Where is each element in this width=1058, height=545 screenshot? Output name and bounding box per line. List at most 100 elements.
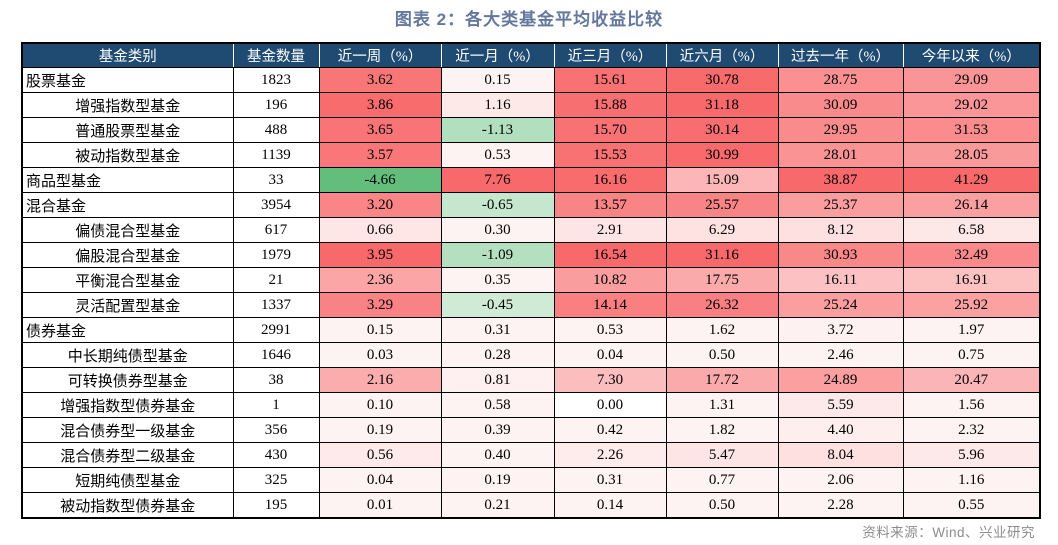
return-value-cell: 3.65	[318, 117, 442, 143]
column-header: 过去一年（%）	[777, 42, 904, 68]
fund-count-cell: 2991	[232, 317, 320, 343]
page-title: 图表 2：各大类基金平均收益比较	[394, 10, 664, 29]
return-value-cell: 0.28	[440, 342, 555, 368]
return-value-cell: 25.24	[777, 292, 904, 318]
return-value-cell: 0.66	[318, 217, 442, 243]
return-value-cell: 38.87	[777, 167, 904, 193]
fund-category-cell: 平衡混合型基金	[21, 267, 234, 293]
return-value-cell: 16.91	[902, 267, 1041, 293]
return-value-cell: 30.78	[665, 67, 779, 93]
return-value-cell: 0.30	[440, 217, 555, 243]
return-value-cell: 3.57	[318, 142, 442, 168]
return-value-cell: 0.15	[318, 317, 442, 343]
return-value-cell: 14.14	[553, 292, 667, 318]
return-value-cell: 25.37	[777, 192, 904, 218]
return-value-cell: 16.16	[553, 167, 667, 193]
table-row: 股票基金 1823 3.62 0.15 15.61 30.78 28.75 29.09	[21, 67, 1041, 93]
return-value-cell: 3.86	[318, 92, 442, 118]
return-value-cell: 3.29	[318, 292, 442, 318]
return-value-cell: 10.82	[553, 267, 667, 293]
return-value-cell: 30.14	[665, 117, 779, 143]
return-value-cell: 4.40	[777, 417, 904, 443]
fund-category-cell: 普通股票型基金	[21, 117, 234, 143]
return-value-cell: 1.56	[902, 392, 1041, 418]
return-value-cell: 0.50	[665, 492, 779, 519]
fund-count-cell: 1	[232, 392, 320, 418]
return-value-cell: 15.53	[553, 142, 667, 168]
return-value-cell: 5.59	[777, 392, 904, 418]
fund-category-cell: 短期纯债型基金	[21, 467, 234, 493]
return-value-cell: 1.62	[665, 317, 779, 343]
return-value-cell: 2.91	[553, 217, 667, 243]
column-header: 基金类别	[21, 42, 234, 68]
return-value-cell: 0.56	[318, 442, 442, 468]
table-row: 债券基金 2991 0.15 0.31 0.53 1.62 3.72 1.97	[21, 317, 1041, 343]
column-header: 近一月（%）	[440, 42, 555, 68]
fund-count-cell: 1979	[232, 242, 320, 268]
return-value-cell: 0.53	[440, 142, 555, 168]
fund-category-cell: 增强指数型基金	[21, 92, 234, 118]
return-value-cell: 1.31	[665, 392, 779, 418]
column-header: 今年以来（%）	[902, 42, 1041, 68]
return-value-cell: 0.19	[440, 467, 555, 493]
return-value-cell: 28.05	[902, 142, 1041, 168]
return-value-cell: 25.57	[665, 192, 779, 218]
return-value-cell: 3.62	[318, 67, 442, 93]
table-row: 偏债混合型基金 617 0.66 0.30 2.91 6.29 8.12 6.58	[21, 217, 1041, 243]
return-value-cell: 41.29	[902, 167, 1041, 193]
table-row: 被动指数型债券基金 195 0.01 0.21 0.14 0.50 2.28 0.55	[21, 492, 1041, 519]
column-header: 基金数量	[232, 42, 320, 68]
table-row: 短期纯债型基金 325 0.04 0.19 0.31 0.77 2.06 1.16	[21, 467, 1041, 493]
table-row: 增强指数型债券基金 1 0.10 0.58 0.00 1.31 5.59 1.56	[21, 392, 1041, 418]
return-value-cell: 7.30	[553, 367, 667, 393]
return-value-cell: 0.04	[553, 342, 667, 368]
fund-count-cell: 3954	[232, 192, 320, 218]
return-value-cell: 3.95	[318, 242, 442, 268]
fund-count-cell: 325	[232, 467, 320, 493]
fund-category-cell: 中长期纯债型基金	[21, 342, 234, 368]
return-value-cell: 30.09	[777, 92, 904, 118]
return-value-cell: 17.75	[665, 267, 779, 293]
return-value-cell: 2.26	[553, 442, 667, 468]
return-value-cell: 15.09	[665, 167, 779, 193]
return-value-cell: 6.29	[665, 217, 779, 243]
return-value-cell: 1.82	[665, 417, 779, 443]
fund-count-cell: 488	[232, 117, 320, 143]
return-value-cell: 28.01	[777, 142, 904, 168]
return-value-cell: 0.55	[902, 492, 1041, 519]
return-value-cell: 0.31	[553, 467, 667, 493]
fund-category-cell: 混合债券型二级基金	[21, 442, 234, 468]
return-value-cell: 3.20	[318, 192, 442, 218]
table-row: 混合基金 3954 3.20 -0.65 13.57 25.57 25.37 26.14	[21, 192, 1041, 218]
return-value-cell: 0.21	[440, 492, 555, 519]
return-value-cell: 13.57	[553, 192, 667, 218]
return-value-cell: 0.04	[318, 467, 442, 493]
fund-count-cell: 1823	[232, 67, 320, 93]
table-row: 商品型基金 33 -4.66 7.76 16.16 15.09 38.87 41.29	[21, 167, 1041, 193]
table-row: 灵活配置型基金 1337 3.29 -0.45 14.14 26.32 25.24 25.92	[21, 292, 1041, 318]
return-value-cell: 0.58	[440, 392, 555, 418]
return-value-cell: 0.42	[553, 417, 667, 443]
fund-category-cell: 被动指数型债券基金	[21, 492, 234, 519]
return-value-cell: 0.81	[440, 367, 555, 393]
return-value-cell: 0.35	[440, 267, 555, 293]
return-value-cell: 15.70	[553, 117, 667, 143]
return-value-cell: 2.28	[777, 492, 904, 519]
fund-category-cell: 混合债券型一级基金	[21, 417, 234, 443]
return-value-cell: 1.97	[902, 317, 1041, 343]
return-value-cell: 2.06	[777, 467, 904, 493]
table-row: 中长期纯债型基金 1646 0.03 0.28 0.04 0.50 2.46 0.75	[21, 342, 1041, 368]
return-value-cell: 0.14	[553, 492, 667, 519]
return-value-cell: 31.16	[665, 242, 779, 268]
return-value-cell: 30.93	[777, 242, 904, 268]
returns-table: 基金类别 基金数量 近一周（%） 近一月（%） 近三月（%） 近六月（%） 过去一年（%）今…	[21, 42, 1041, 519]
return-value-cell: 3.72	[777, 317, 904, 343]
fund-count-cell: 21	[232, 267, 320, 293]
return-value-cell: 26.32	[665, 292, 779, 318]
return-value-cell: 0.15	[440, 67, 555, 93]
fund-count-cell: 196	[232, 92, 320, 118]
return-value-cell: 5.47	[665, 442, 779, 468]
return-value-cell: 8.12	[777, 217, 904, 243]
fund-count-cell: 617	[232, 217, 320, 243]
return-value-cell: 15.88	[553, 92, 667, 118]
